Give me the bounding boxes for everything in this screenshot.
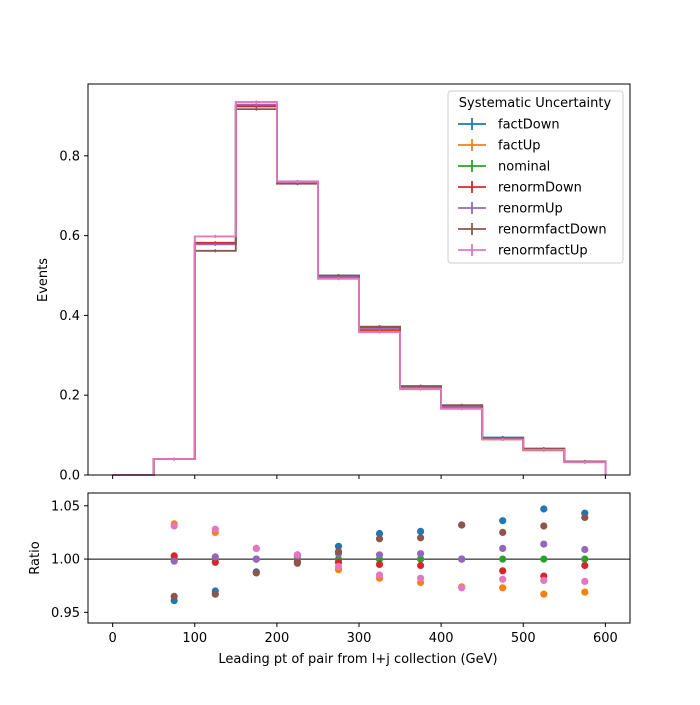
ratio-series-renormfactUp <box>170 522 589 592</box>
y-tick-label: 0.0 <box>59 469 80 484</box>
ratio-point <box>540 505 548 513</box>
legend-entry-factDown: factDown <box>458 118 560 133</box>
y-tick-label: 0.6 <box>59 229 80 244</box>
y-tick-label: 0.4 <box>59 309 80 324</box>
ratio-point <box>417 561 425 570</box>
legend-label: renormUp <box>498 202 563 217</box>
legend-label: factDown <box>498 118 560 133</box>
ratio-point <box>499 544 507 553</box>
bottom-x-ticks: 0 100 200 300 400 500 600 <box>108 623 618 646</box>
ratio-point <box>252 569 260 577</box>
ratio-point <box>211 553 219 561</box>
ratio-point <box>499 575 507 583</box>
ratio-point <box>170 552 178 560</box>
ratio-point <box>375 560 384 569</box>
ratio-point <box>499 517 507 525</box>
top-series-group <box>112 100 607 476</box>
ratio-point <box>458 521 466 529</box>
ratio-point <box>499 528 507 537</box>
ratio-point <box>375 529 384 538</box>
legend-entries: factDown factUp nominal renormDown renormUp r… <box>458 118 607 259</box>
ratio-point <box>540 555 548 563</box>
y-tick-label: 1.05 <box>51 499 80 514</box>
ratio-point <box>540 576 548 585</box>
x-tick-label: 500 <box>511 631 536 646</box>
ratio-point <box>581 561 589 570</box>
x-tick-label: 600 <box>593 631 618 646</box>
x-axis-label: Leading pt of pair from l+j collection (… <box>218 652 497 667</box>
x-tick-label: 100 <box>182 631 207 646</box>
ratio-point <box>581 588 589 596</box>
ratio-point <box>458 584 466 592</box>
top-panel: 0.0 0.2 0.4 0.6 0.8 Events <box>36 83 631 484</box>
top-y-axis-label: Events <box>36 258 51 302</box>
ratio-point <box>417 534 425 542</box>
ratio-point <box>499 567 507 575</box>
y-tick-label: 1.00 <box>51 553 80 568</box>
bottom-panel: 0 100 200 300 400 500 600 0.95 1.00 1.05 Ratio L… <box>28 492 631 667</box>
ratio-point <box>375 571 384 579</box>
ratio-point <box>375 535 384 543</box>
ratio-point <box>417 574 425 582</box>
legend-entry-renormfactDown: renormfactDown <box>458 223 607 238</box>
ratio-point <box>540 590 548 598</box>
y-tick-label: 0.8 <box>59 149 80 164</box>
ratio-point <box>540 540 548 548</box>
y-tick-label: 0.2 <box>59 389 80 404</box>
ratio-point <box>170 522 178 530</box>
bottom-series-group <box>88 505 630 605</box>
ratio-point <box>334 562 343 571</box>
legend-label: factUp <box>498 139 541 154</box>
ratio-point <box>581 545 589 554</box>
y-tick-label: 0.95 <box>51 606 80 621</box>
ratio-point <box>211 590 219 598</box>
x-tick-label: 0 <box>108 631 116 646</box>
ratio-point <box>417 527 425 536</box>
ratio-point <box>211 525 219 533</box>
ratio-series-renormfactDown <box>170 513 589 601</box>
legend: Systematic Uncertainty factDown factUp nom… <box>447 90 624 264</box>
top-y-ticks: 0.0 0.2 0.4 0.6 0.8 <box>59 149 88 484</box>
ratio-point <box>540 522 548 530</box>
legend-label: renormfactDown <box>498 223 607 238</box>
series-renormfactUp <box>112 100 607 476</box>
ratio-point <box>581 577 589 586</box>
ratio-point <box>170 592 178 601</box>
step-line-renormfactUp <box>112 101 607 476</box>
top-x-ticks <box>112 475 606 479</box>
legend-entry-renormDown: renormDown <box>458 181 582 196</box>
ratio-point <box>375 551 384 559</box>
ratio-point <box>211 558 219 566</box>
ratio-point <box>170 557 178 565</box>
ratio-point <box>293 559 301 567</box>
legend-title: Systematic Uncertainty <box>459 96 612 111</box>
legend-entry-renormUp: renormUp <box>458 202 563 217</box>
legend-entry-nominal: nominal <box>458 160 550 175</box>
legend-label: renormfactUp <box>498 244 588 259</box>
legend-label: renormDown <box>498 181 582 196</box>
ratio-point <box>417 555 425 563</box>
x-tick-label: 200 <box>264 631 289 646</box>
bottom-y-ticks: 0.95 1.00 1.05 <box>51 499 88 621</box>
legend-entry-renormfactUp: renormfactUp <box>458 244 588 259</box>
ratio-point <box>293 551 301 559</box>
ratio-point <box>581 555 589 563</box>
bottom-y-axis-label: Ratio <box>28 541 43 574</box>
ratio-point <box>252 555 260 563</box>
ratio-point <box>417 550 425 558</box>
ratio-point <box>334 548 343 556</box>
ratio-point <box>458 555 466 563</box>
ratio-point <box>252 544 260 553</box>
legend-entry-factUp: factUp <box>458 139 541 154</box>
x-tick-label: 400 <box>429 631 454 646</box>
ratio-point <box>334 542 343 550</box>
x-tick-label: 300 <box>347 631 372 646</box>
ratio-point <box>581 513 589 522</box>
ratio-point <box>499 584 507 592</box>
ratio-point <box>499 555 507 563</box>
legend-label: nominal <box>498 160 550 175</box>
legend-box <box>447 90 624 264</box>
